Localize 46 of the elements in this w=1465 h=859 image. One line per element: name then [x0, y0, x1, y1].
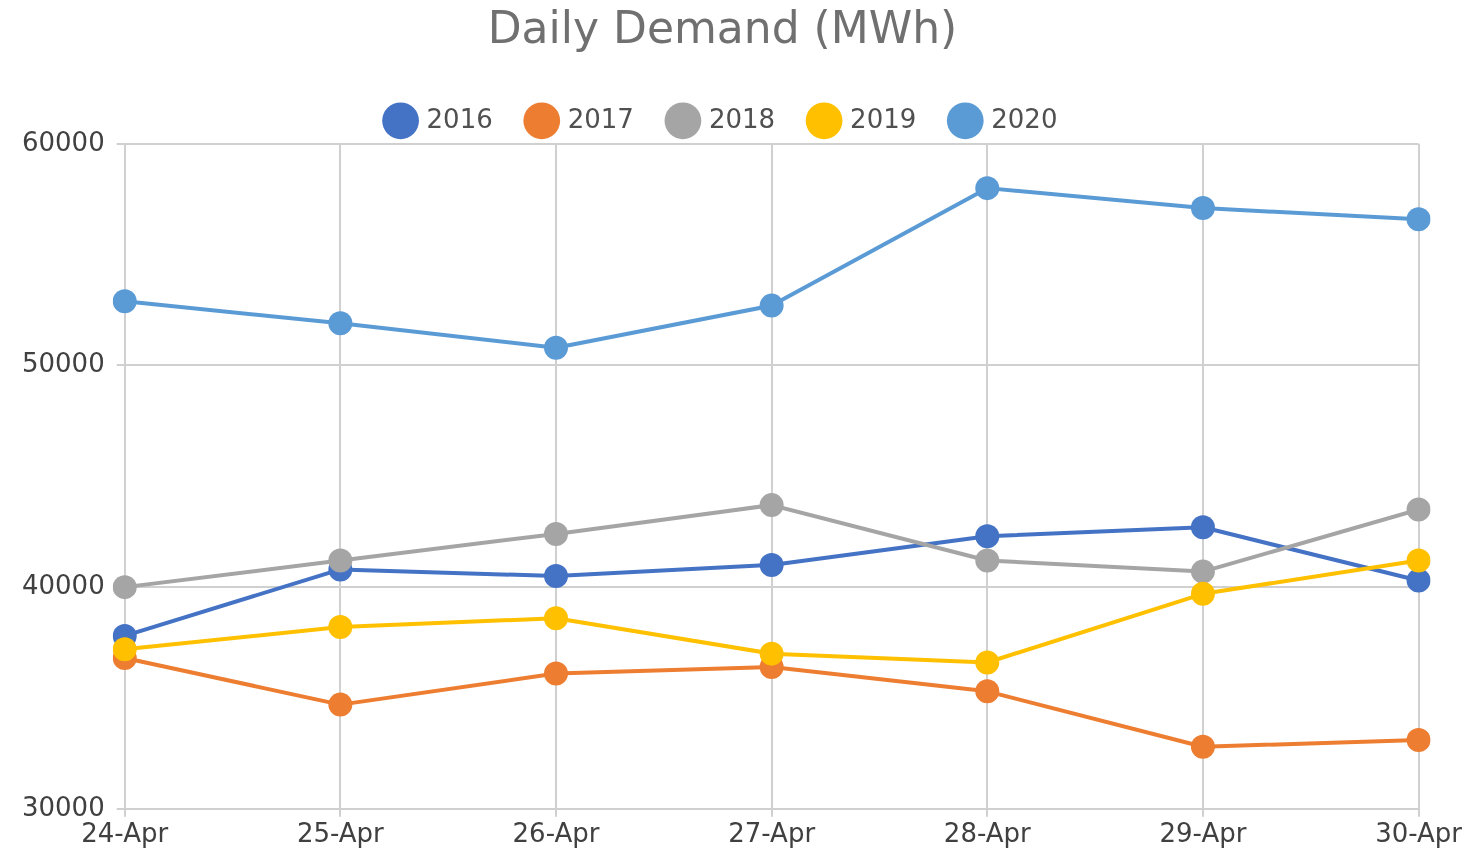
- point: [1190, 559, 1215, 584]
- point: [112, 575, 137, 600]
- point: [1406, 497, 1431, 522]
- x-tick-label: 28-Apr: [943, 818, 1032, 849]
- point: [328, 548, 353, 573]
- point: [543, 335, 568, 360]
- y-tick-label: 40000: [21, 569, 105, 600]
- point: [975, 650, 1000, 675]
- point: [1406, 207, 1431, 232]
- point: [328, 615, 353, 640]
- point: [975, 176, 1000, 201]
- legend-label: 2017: [567, 103, 634, 134]
- point: [975, 548, 1000, 573]
- point: [759, 552, 784, 577]
- point: [1406, 728, 1431, 753]
- point: [759, 293, 784, 318]
- point: [112, 289, 137, 314]
- point: [1190, 581, 1215, 606]
- point: [543, 661, 568, 686]
- x-tick-label: 29-Apr: [1159, 818, 1247, 849]
- point: [328, 311, 353, 336]
- x-tick-label: 30-Apr: [1375, 818, 1463, 849]
- x-tick-label: 27-Apr: [728, 818, 816, 849]
- point: [1190, 734, 1215, 759]
- point: [1406, 568, 1431, 593]
- point: [1190, 196, 1215, 221]
- x-tick-label: 25-Apr: [296, 818, 385, 849]
- point: [543, 564, 568, 589]
- y-tick-label: 60000: [21, 126, 105, 157]
- point: [975, 679, 1000, 704]
- chart-title: Daily Demand (MWh): [487, 1, 958, 53]
- x-tick-label: 26-Apr: [512, 818, 600, 849]
- legend-label: 2019: [850, 103, 917, 134]
- point: [112, 637, 137, 662]
- point: [759, 493, 784, 518]
- point: [543, 606, 568, 631]
- y-tick-label: 50000: [21, 348, 105, 379]
- point: [759, 641, 784, 666]
- legend-label: 2016: [426, 103, 493, 134]
- legend-label: 2020: [991, 103, 1058, 134]
- legend-label: 2018: [708, 103, 776, 134]
- point: [1406, 548, 1431, 573]
- point: [543, 521, 568, 546]
- point: [975, 524, 1000, 549]
- point: [1190, 515, 1215, 540]
- point: [328, 692, 353, 717]
